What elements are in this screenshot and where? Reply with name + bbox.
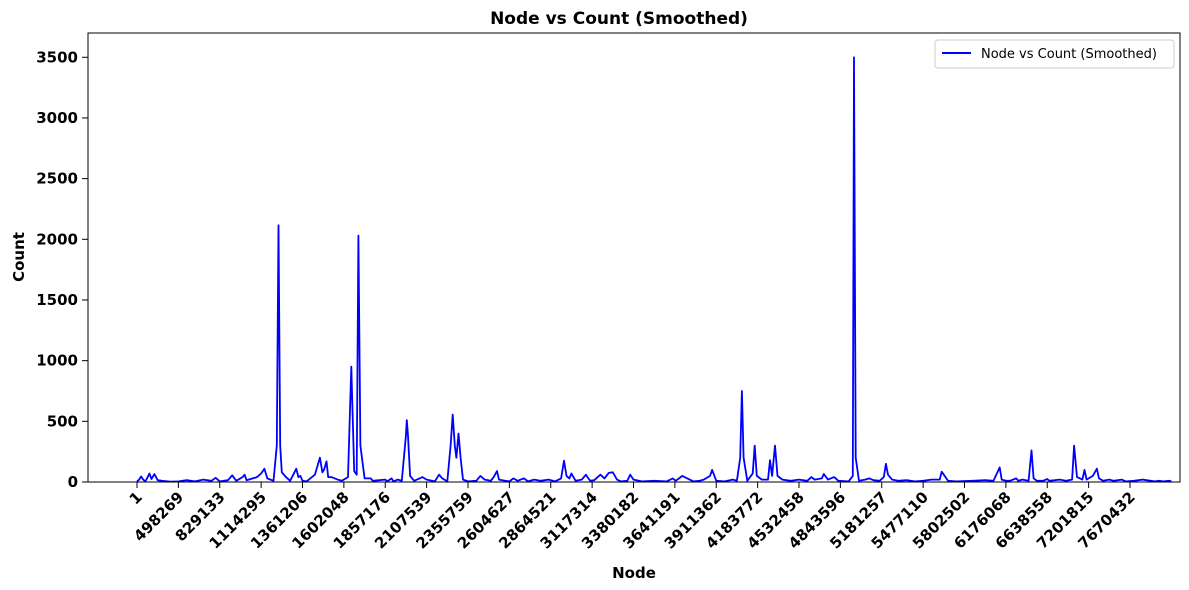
y-tick-label: 3000 [36, 109, 78, 127]
y-tick-label: 500 [47, 412, 78, 430]
y-tick-label: 3500 [36, 48, 78, 66]
plot-frame [87, 32, 1181, 483]
legend-box [934, 39, 1175, 69]
y-tick-label: 1000 [36, 352, 78, 370]
chart-title: Node vs Count (Smoothed) [490, 9, 748, 29]
legend-label: Node vs Count (Smoothed) [981, 47, 1157, 62]
y-tick-label: 2500 [36, 170, 78, 188]
x-tick-label: 1 [126, 488, 146, 508]
y-tick-label: 1500 [36, 291, 78, 309]
y-axis-label: Count [10, 232, 28, 282]
y-tick-label: 2000 [36, 230, 78, 248]
legend: Node vs Count (Smoothed) [934, 39, 1175, 69]
x-axis-label: Node [612, 564, 656, 582]
series-line [136, 56, 1172, 483]
y-tick-label: 0 [68, 473, 78, 491]
